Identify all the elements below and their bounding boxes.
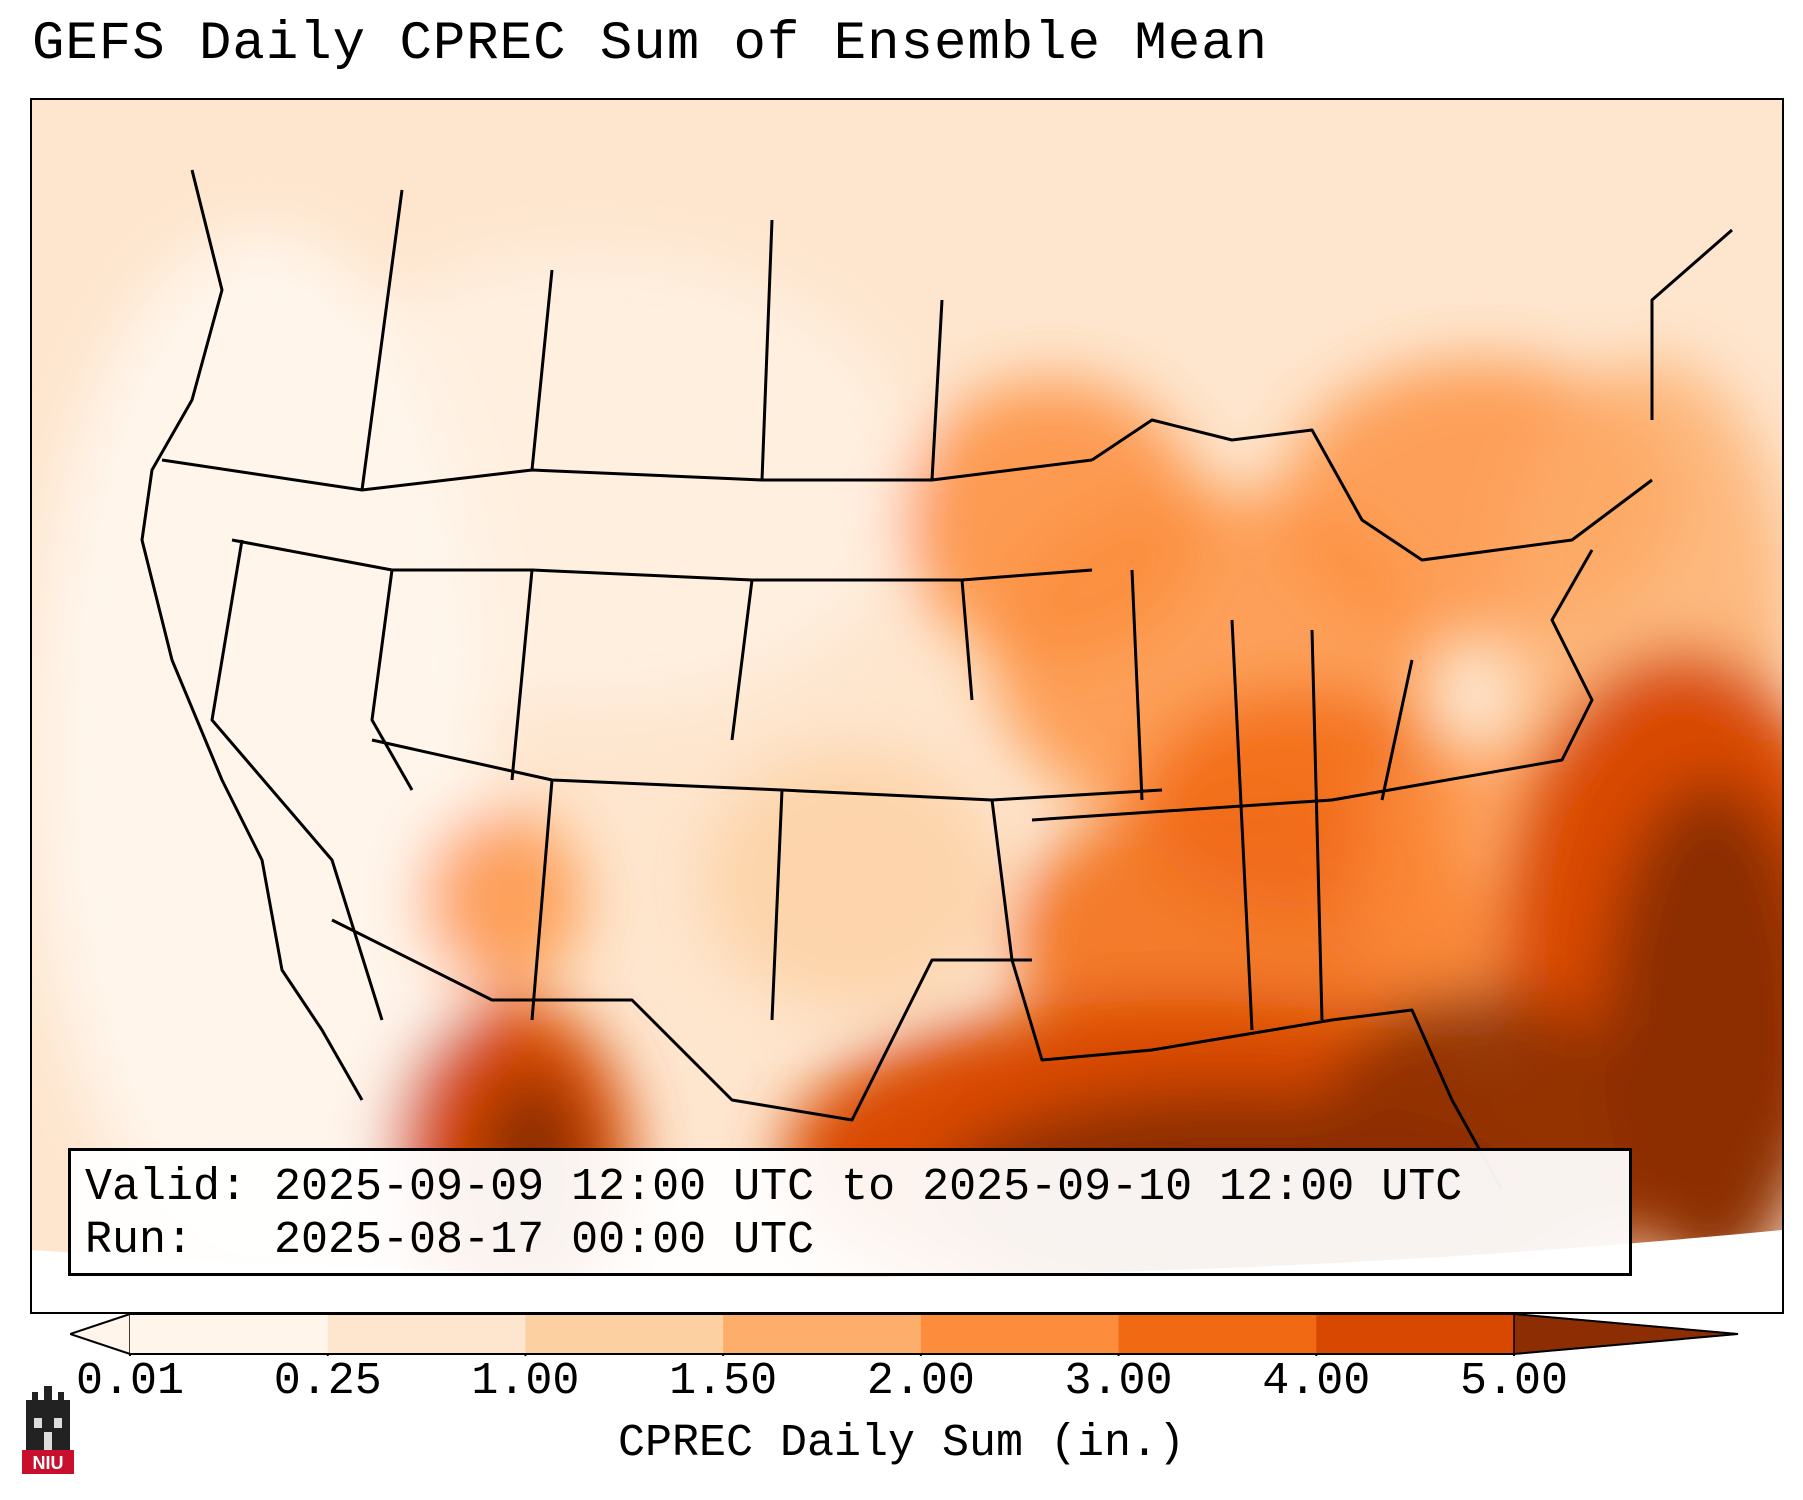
valid-time-text: Valid: 2025-09-09 12:00 UTC to 2025-09-1… (85, 1162, 1463, 1213)
colorbar-label: CPREC Daily Sum (in.) (617, 1418, 1186, 1469)
colorbar-tick-label: 0.01 (75, 1356, 185, 1407)
colorbar-extend-high (1513, 1313, 1739, 1355)
colorbar-segment (1316, 1314, 1515, 1354)
svg-text:NIU: NIU (33, 1453, 64, 1473)
map-title: GEFS Daily CPREC Sum of Ensemble Mean (32, 14, 1268, 75)
colorbar-tick-label: 4.00 (1262, 1356, 1371, 1407)
colorbar-tick-label: 2.00 (866, 1356, 975, 1407)
precip-map[interactable] (30, 98, 1784, 1314)
niu-logo-icon: NIU (22, 1386, 74, 1474)
colorbar-tick-label: 0.25 (273, 1356, 382, 1407)
colorbar-segment (920, 1314, 1120, 1354)
colorbar (70, 1312, 1739, 1356)
colorbar-tick-label: 3.00 (1064, 1356, 1173, 1407)
valid-run-info: Valid: 2025-09-09 12:00 UTC to 2025-09-1… (68, 1148, 1632, 1276)
colorbar-tick-label: 1.50 (669, 1356, 778, 1407)
colorbar-segment (723, 1314, 922, 1354)
colorbar-segment (130, 1314, 329, 1354)
colorbar-tick-label: 5.00 (1459, 1356, 1569, 1407)
colorbar-extend-low (70, 1312, 131, 1356)
colorbar-segment (525, 1314, 724, 1354)
run-time-text: Run: 2025-08-17 00:00 UTC (85, 1215, 815, 1266)
state-boundaries (140, 169, 1733, 1191)
projection-edge (32, 1230, 1782, 1312)
precip-map-canvas (32, 100, 1782, 1312)
colorbar-tick-label: 1.00 (471, 1356, 580, 1407)
colorbar-segment (1118, 1314, 1317, 1354)
colorbar-segment (327, 1314, 526, 1354)
